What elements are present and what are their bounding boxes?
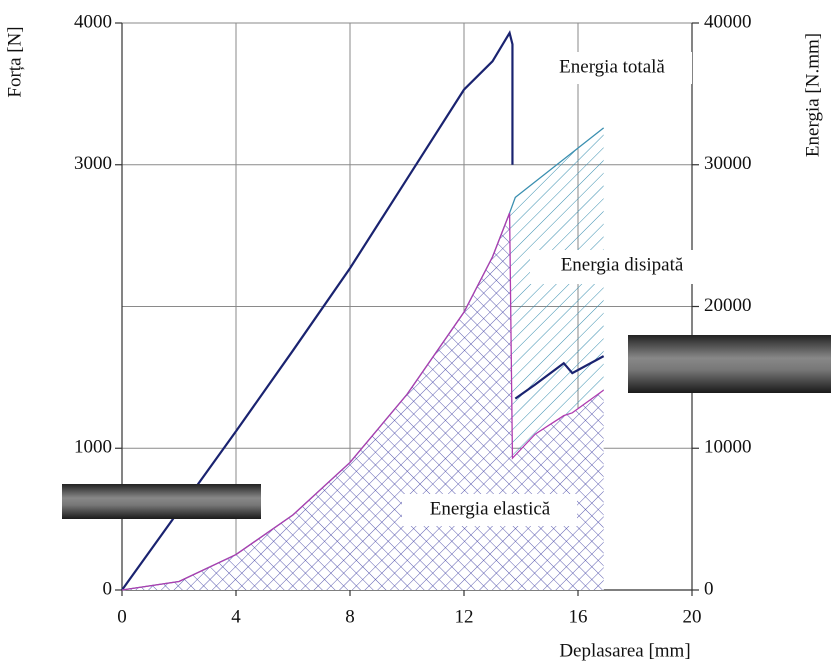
y2-tick-label: 0 [704, 578, 714, 599]
y-tick-label: 4000 [74, 11, 112, 32]
label-bg [532, 52, 692, 84]
y2-tick-label: 20000 [704, 295, 752, 316]
specimen-image [628, 335, 831, 393]
x-tick-label: 16 [569, 606, 588, 627]
x-tick-label: 0 [117, 606, 127, 627]
x-tick-label: 12 [455, 606, 474, 627]
y-tick-label: 3000 [74, 153, 112, 174]
y-tick-label: 1000 [74, 437, 112, 458]
x-tick-label: 4 [231, 606, 241, 627]
x-tick-label: 8 [345, 606, 355, 627]
specimen-image [62, 484, 261, 519]
x-tick-label: 20 [683, 606, 702, 627]
label-bg [530, 250, 710, 284]
y2-axis-title: Energia [N.mm] [802, 33, 823, 157]
y2-tick-label: 10000 [704, 437, 752, 458]
y-tick-label: 0 [103, 578, 113, 599]
series-line [121, 212, 605, 591]
series-line [121, 30, 605, 591]
y-axis-title: Forța [N] [4, 26, 25, 97]
annotation: Energia elastică [430, 498, 551, 519]
y2-tick-label: 30000 [704, 153, 752, 174]
annotation: Energia disipată [561, 254, 684, 275]
y2-tick-label: 40000 [704, 11, 752, 32]
label-bg [402, 494, 577, 526]
x-axis-title: Deplasarea [mm] [559, 640, 690, 661]
annotation: Energia totală [559, 56, 665, 77]
